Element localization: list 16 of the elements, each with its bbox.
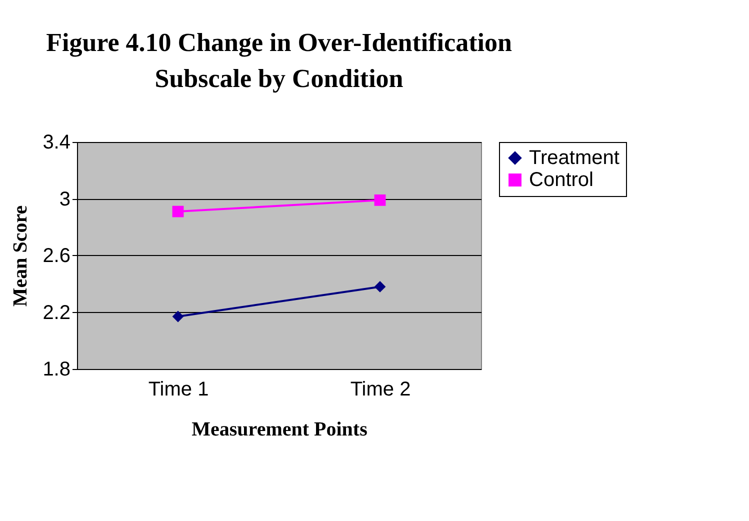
y-tick-label: 2.6 xyxy=(42,245,70,267)
y-tick-label: 2.2 xyxy=(42,302,70,324)
legend-label: Treatment xyxy=(529,147,620,169)
point xyxy=(374,281,386,292)
legend-label: Control xyxy=(529,169,594,191)
x-axis-title: Measurement Points xyxy=(192,418,368,440)
x-tick-label: Time 1 xyxy=(148,378,209,400)
point xyxy=(172,310,184,322)
chart-title: Figure 4.10 Change in Over-Identification Subscale by Condition xyxy=(46,28,512,93)
point xyxy=(374,194,386,206)
y-tick-label: 3 xyxy=(59,188,70,210)
point xyxy=(172,206,184,218)
y-tick-label: 3.4 xyxy=(42,132,70,154)
y-tick-label: 1.8 xyxy=(42,358,70,380)
x-tick-label: Time 2 xyxy=(350,378,411,400)
y-axis-title: Mean Score xyxy=(10,205,32,307)
